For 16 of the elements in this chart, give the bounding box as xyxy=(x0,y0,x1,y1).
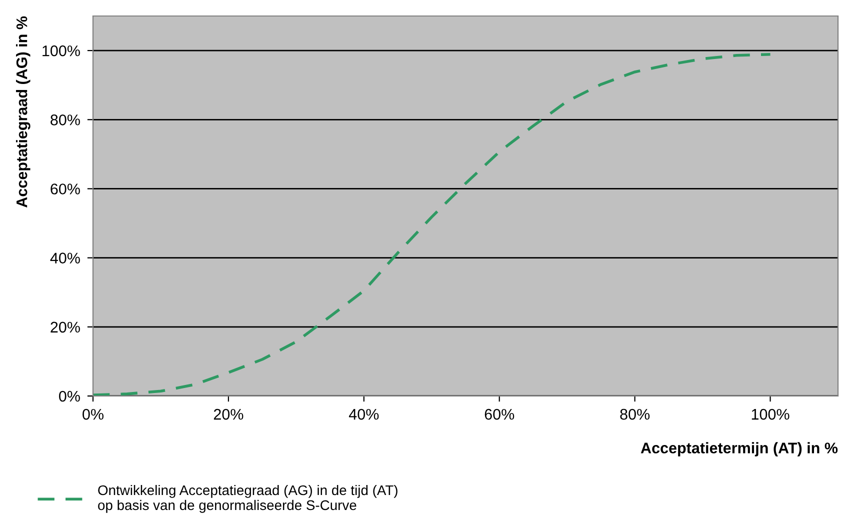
y-tick-label: 40% xyxy=(50,252,80,264)
x-tick-label: 0% xyxy=(82,408,104,420)
x-tick-label: 40% xyxy=(348,408,379,420)
x-tick-label: 80% xyxy=(620,408,650,420)
x-tick-label: 100% xyxy=(752,408,790,420)
line-series xyxy=(93,52,772,396)
x-tick-label: 20% xyxy=(214,408,244,420)
y-tick-label: 80% xyxy=(50,114,80,126)
y-tick-label: 60% xyxy=(50,184,80,194)
x-axis-title: Acceptatietermijn (AT) in % xyxy=(640,442,838,456)
x-tick-label: 60% xyxy=(484,408,514,420)
y-tick-label: 100% xyxy=(42,45,80,56)
y-tick-label: 0% xyxy=(59,390,80,402)
y-tick-label: 20% xyxy=(50,322,80,333)
legend-label: Ontwikkeling Acceptatiegraad (AG) in de tijd (AT) op basis van de genormaliseerde S-Curve xyxy=(98,484,398,513)
y-axis-title: Acceptatiegraad (AG) in % xyxy=(16,16,30,208)
